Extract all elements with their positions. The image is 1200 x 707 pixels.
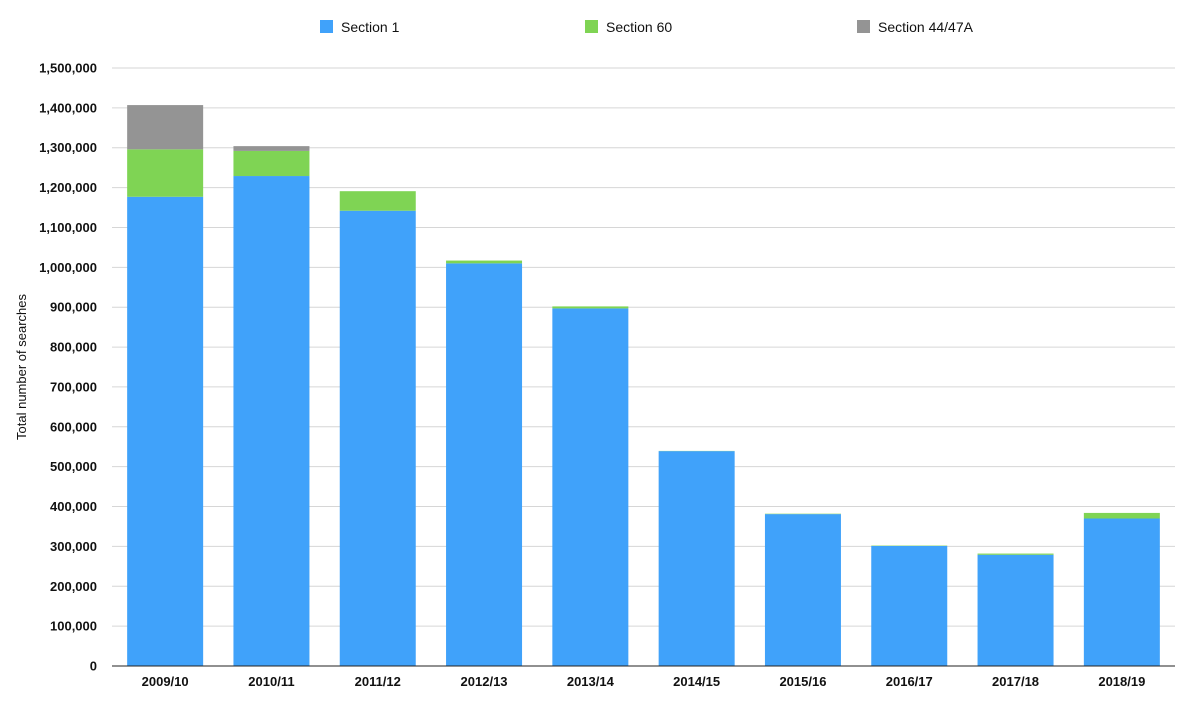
y-tick-label: 1,300,000 [39, 140, 97, 155]
y-axis-ticks: 0 100,000 200,000 300,000 400,000 500,000 600,… [39, 61, 97, 674]
y-tick-label: 1,000,000 [39, 260, 97, 275]
y-tick-label: 1,500,000 [39, 61, 97, 76]
y-tick-label: 500,000 [50, 459, 97, 474]
x-tick-label: 2017/18 [992, 674, 1039, 689]
y-tick-label: 0 [90, 659, 97, 674]
legend-swatch [320, 20, 333, 33]
x-tick-label: 2010/11 [248, 674, 294, 689]
y-tick-label: 100,000 [50, 619, 97, 634]
bars [127, 105, 1160, 667]
bar-segment-2-2012-13 [446, 260, 523, 264]
legend: Section 1 Section 60 Section 44/47A [320, 19, 974, 35]
bar-segment-1-2014-15 [658, 451, 735, 666]
bar-segment-1-2018-19 [1083, 518, 1160, 666]
bar-segment-1-2017-18 [977, 554, 1054, 666]
y-tick-label: 1,100,000 [39, 220, 97, 235]
bar-segment-1-2011-12 [339, 210, 416, 667]
y-tick-label: 600,000 [50, 419, 97, 434]
y-tick-label: 800,000 [50, 340, 97, 355]
bar-segment-1-2016-17 [871, 546, 948, 666]
y-tick-label: 1,400,000 [39, 100, 97, 115]
x-tick-label: 2011/12 [355, 674, 401, 689]
bar-segment-2-2013-14 [552, 306, 629, 309]
bar-segment-2-2009-10 [127, 149, 204, 197]
legend-swatch [857, 20, 870, 33]
x-tick-label: 2009/10 [142, 674, 189, 689]
bar-segment-3-2009-10 [127, 105, 204, 150]
legend-label: Section 1 [341, 19, 400, 35]
x-tick-label: 2015/16 [779, 674, 826, 689]
bar-segment-1-2015-16 [764, 514, 841, 666]
y-tick-label: 700,000 [50, 379, 97, 394]
y-tick-label: 900,000 [50, 300, 97, 315]
x-tick-label: 2013/14 [567, 674, 615, 689]
y-tick-label: 200,000 [50, 579, 97, 594]
x-tick-label: 2018/19 [1098, 674, 1145, 689]
x-tick-label: 2014/15 [673, 674, 720, 689]
bar-segment-1-2009-10 [127, 196, 204, 666]
y-tick-label: 300,000 [50, 539, 97, 554]
bar-segment-2-2017-18 [977, 553, 1054, 555]
y-tick-label: 1,200,000 [39, 180, 97, 195]
legend-label: Section 44/47A [878, 19, 974, 35]
bar-segment-1-2012-13 [446, 263, 523, 666]
x-axis-ticks: 2009/10 2010/11 2011/12 2012/13 2013/14 2014/… [142, 674, 1146, 689]
bar-segment-3-2010-11 [233, 146, 310, 151]
bar-segment-2-2010-11 [233, 150, 310, 177]
x-tick-label: 2016/17 [886, 674, 933, 689]
legend-label: Section 60 [606, 19, 672, 35]
y-axis-title: Total number of searches [14, 294, 29, 440]
bar-segment-1-2010-11 [233, 176, 310, 666]
x-tick-label: 2012/13 [461, 674, 508, 689]
bar-segment-1-2013-14 [552, 308, 629, 666]
bar-segment-2-2018-19 [1083, 512, 1160, 519]
y-tick-label: 400,000 [50, 499, 97, 514]
bar-segment-2-2011-12 [339, 191, 416, 211]
legend-swatch [585, 20, 598, 33]
